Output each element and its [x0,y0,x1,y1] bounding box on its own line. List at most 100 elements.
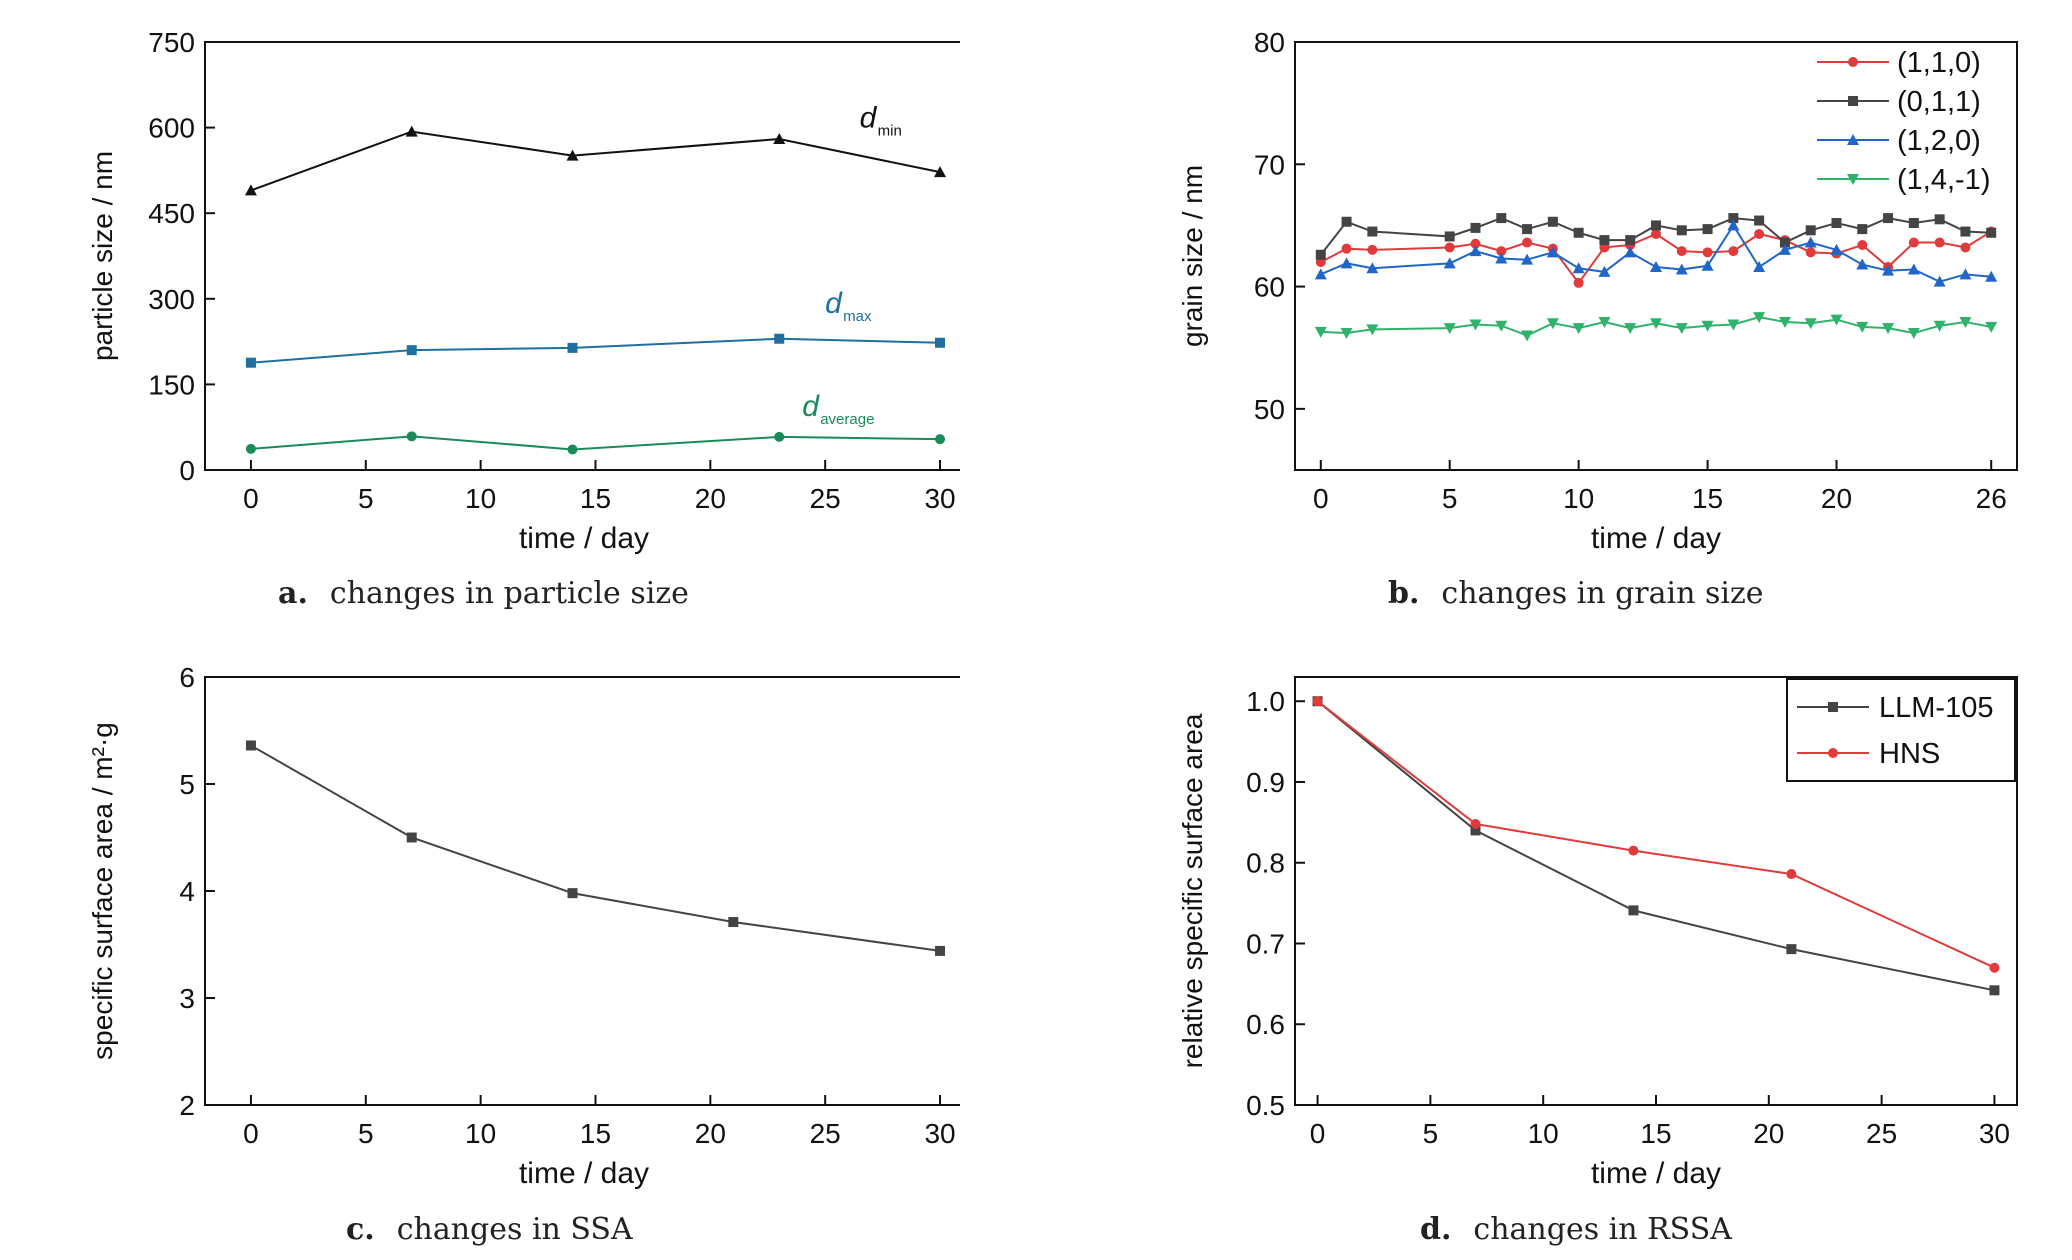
y-axis-label: grain size / nm [1177,165,1208,347]
data-point [773,133,786,145]
y-tick-label: 0.7 [1246,928,1285,959]
series-line [250,337,941,364]
x-tick-label: 5 [1423,1118,1439,1149]
series-0 [245,740,946,956]
y-tick-label: 4 [179,876,195,907]
data-point [1651,228,1661,239]
data-point [1882,323,1895,335]
x-tick-label: 5 [358,483,374,514]
data-point [1986,227,1997,238]
data-point [1831,217,1842,228]
legend-label: LLM-105 [1879,692,1993,724]
data-point [1701,259,1714,271]
caption-letter: c. [346,1212,375,1247]
data-point [567,342,578,353]
data-point [1933,320,1946,332]
data-point [1701,320,1714,332]
data-point [1778,243,1791,255]
chart-grain-size: 0 5 10 15 20 26 50 60 70 80 time / day grain size /… [1177,27,2018,555]
data-point [1786,944,1797,955]
data-point [1341,216,1352,227]
x-axis-label: time / day [1591,1157,1721,1190]
data-point [1847,174,1859,185]
data-point [1702,247,1713,258]
data-point [935,337,946,348]
x-tick-label: 30 [924,483,955,514]
y-tick-label: 50 [1254,394,1285,425]
data-point [1753,261,1766,273]
data-point [1341,243,1352,254]
data-point [1676,225,1687,236]
series-2 [1314,219,1998,287]
x-tick-label: 15 [1692,483,1723,514]
y-axis-label: particle size / nm [87,151,118,361]
legend-label: (1,4,-1) [1897,164,1990,196]
data-point [1469,319,1482,331]
caption-text: changes in SSA [396,1212,633,1247]
x-axis-label: time / day [1591,522,1721,555]
data-point [1470,222,1481,233]
data-point [1727,319,1740,331]
data-point [1314,268,1327,280]
data-point [1989,962,2000,973]
data-point [1908,217,1919,228]
data-point [1728,213,1739,224]
data-point [1366,262,1379,274]
legend-label: HNS [1879,738,1940,770]
data-point [1804,236,1817,248]
data-point [1495,320,1508,332]
data-point [1778,317,1791,329]
y-tick-label: 60 [1254,272,1285,303]
data-point [406,431,417,442]
data-point [1847,134,1859,145]
caption-c: c. changes in SSA [346,1212,633,1247]
series-label: d [860,102,878,135]
series-line [250,435,941,451]
data-point [245,357,256,368]
data-point [1572,323,1585,335]
data-point [1469,245,1482,257]
x-tick-label: 25 [1866,1118,1897,1149]
data-point [935,434,946,445]
data-point [1522,237,1533,248]
data-point [1495,252,1508,264]
series-label-subscript: average [820,411,874,428]
data-point [1959,317,1972,329]
series-0 [1315,226,1997,288]
y-tick-label: 600 [148,113,195,144]
x-tick-label: 20 [695,1118,726,1149]
data-point [406,345,417,356]
x-tick-label: 10 [465,1118,496,1149]
data-point [1598,317,1611,329]
data-point [1786,869,1797,880]
y-tick-label: 0 [179,455,195,486]
caption-b: b. changes in grain size [1388,576,1764,611]
x-tick-label: 20 [1821,483,1852,514]
data-point [935,945,946,956]
y-tick-label: 70 [1254,149,1285,180]
data-point [1675,323,1688,335]
data-point [1754,215,1765,226]
x-tick-label: 15 [1640,1118,1671,1149]
data-point [1857,224,1868,235]
data-point [1470,238,1481,249]
x-tick-label: 15 [580,483,611,514]
x-tick-label: 10 [465,483,496,514]
data-point [1624,246,1637,258]
data-point [1572,262,1585,274]
data-point [1443,257,1456,269]
data-point [1367,226,1378,237]
data-point [567,888,578,899]
data-point [244,184,257,196]
plot-frame [1294,41,2018,471]
caption-text: changes in grain size [1441,576,1764,611]
data-point [1521,253,1534,265]
data-point [1848,57,1858,67]
series-label-subscript: max [843,308,872,325]
plot-frame [204,676,960,1106]
y-tick-label: 0.8 [1246,848,1285,879]
data-point [1366,324,1379,336]
series-3 [1314,312,1998,342]
data-point [1314,326,1327,338]
